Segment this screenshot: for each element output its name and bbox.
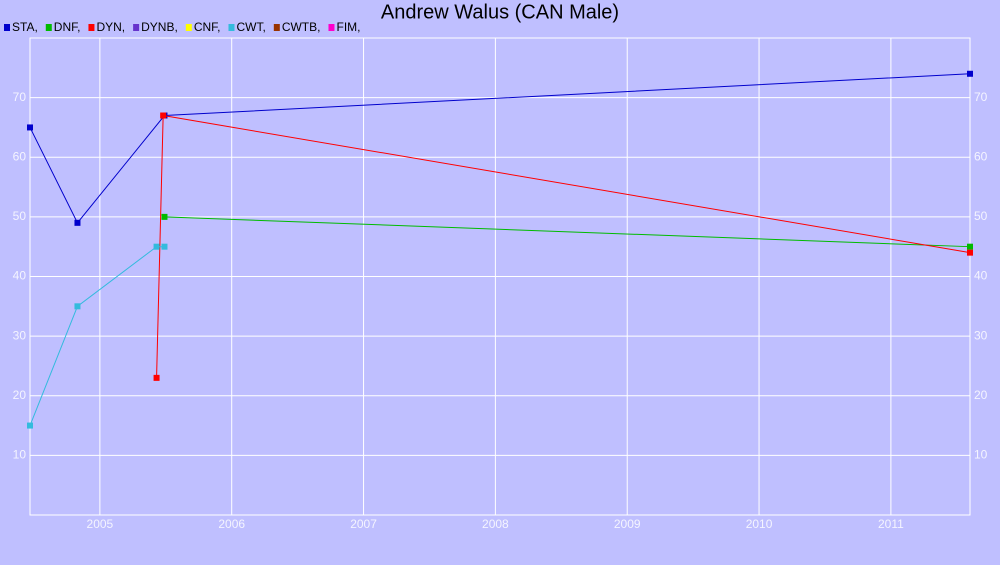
point-marker bbox=[74, 303, 81, 310]
y2-tick-label: 40 bbox=[974, 269, 988, 283]
point-marker bbox=[967, 249, 973, 256]
y2-tick-label: 30 bbox=[974, 328, 988, 342]
y-tick-label: 60 bbox=[13, 149, 27, 163]
y-tick-label: 10 bbox=[13, 448, 27, 462]
legend-label: FIM, bbox=[336, 20, 360, 34]
legend-label: DNF, bbox=[54, 20, 81, 34]
series-line bbox=[29, 73, 971, 224]
legend-label: CWT, bbox=[236, 20, 265, 34]
chart-title: Andrew Walus (CAN Male) bbox=[381, 1, 619, 23]
x-tick-label: 2010 bbox=[746, 517, 773, 531]
point-marker bbox=[161, 213, 168, 220]
legend-label: STA, bbox=[12, 20, 38, 34]
legend-swatch bbox=[185, 24, 192, 31]
point-marker bbox=[153, 243, 160, 250]
y-tick-label: 70 bbox=[13, 90, 27, 104]
point-marker bbox=[74, 219, 81, 226]
x-tick-label: 2007 bbox=[350, 517, 377, 531]
legend-label: DYN, bbox=[96, 20, 125, 34]
legend-label: CWTB, bbox=[282, 20, 321, 34]
x-tick-label: 2006 bbox=[218, 517, 245, 531]
legend-swatch bbox=[88, 24, 95, 31]
point-marker bbox=[967, 70, 973, 77]
y-tick-label: 40 bbox=[13, 269, 27, 283]
legend-swatch bbox=[228, 24, 235, 31]
x-tick-label: 2011 bbox=[878, 517, 904, 531]
legend-label: DYNB, bbox=[141, 20, 178, 34]
legend-swatch bbox=[328, 24, 335, 31]
y2-tick-label: 50 bbox=[974, 209, 988, 223]
point-marker bbox=[160, 112, 167, 119]
y2-tick-label: 20 bbox=[974, 388, 988, 402]
x-tick-label: 2009 bbox=[614, 517, 641, 531]
legend-swatch bbox=[273, 24, 280, 31]
y-tick-label: 50 bbox=[13, 209, 27, 223]
point-marker bbox=[153, 374, 160, 381]
x-tick-label: 2005 bbox=[87, 517, 114, 531]
x-tick-label: 2008 bbox=[482, 517, 509, 531]
point-marker bbox=[161, 243, 168, 250]
series-line bbox=[29, 246, 165, 426]
series-line bbox=[164, 216, 971, 248]
legend-swatch bbox=[45, 24, 52, 31]
legend-label: CNF, bbox=[194, 20, 221, 34]
y2-tick-label: 70 bbox=[974, 90, 988, 104]
legend-swatch bbox=[133, 24, 140, 31]
y-tick-label: 20 bbox=[13, 388, 27, 402]
y-tick-label: 30 bbox=[13, 328, 27, 342]
point-marker bbox=[27, 124, 33, 131]
y2-tick-label: 60 bbox=[974, 149, 988, 163]
y2-tick-label: 10 bbox=[974, 448, 988, 462]
point-marker bbox=[27, 422, 33, 429]
point-marker bbox=[967, 243, 973, 250]
legend-swatch bbox=[4, 24, 10, 31]
